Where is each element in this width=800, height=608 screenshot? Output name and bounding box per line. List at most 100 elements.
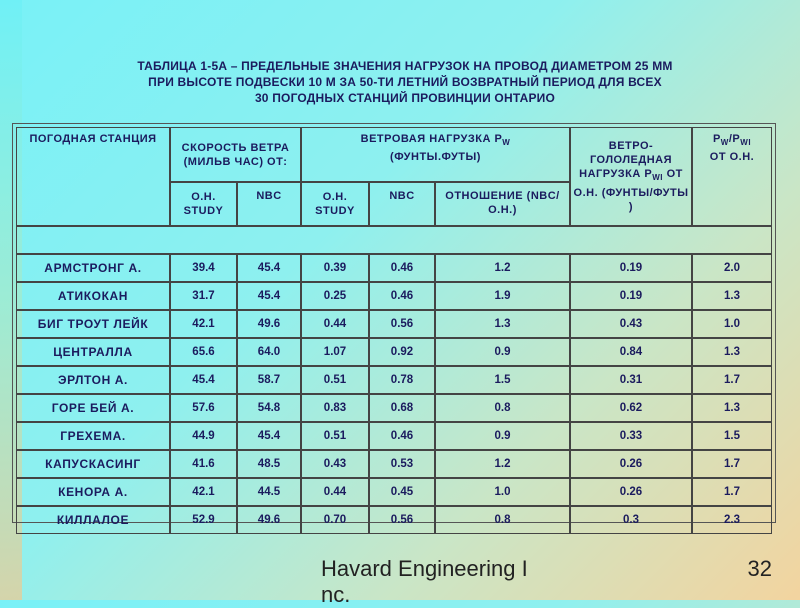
pw-pwi-cell: 1.3 xyxy=(692,282,772,310)
header-wl-nbc: NBC xyxy=(369,182,435,226)
ice-load-cell: 0.3 xyxy=(570,506,692,534)
pw-pwi-cell: 1.5 xyxy=(692,422,772,450)
header-wind-speed-label: СКОРОСТЬ ВЕТРА (МИЛЬВ ЧАС) ОТ: xyxy=(181,141,290,168)
ratio-cell: 0.8 xyxy=(435,506,570,534)
header-ice-load: ВЕТРО-ГОЛОЛЕДНАЯ НАГРУЗКА PWI ОТ О.Н. (Ф… xyxy=(570,127,692,226)
wind-load-nbc-cell: 0.46 xyxy=(369,422,435,450)
header-pwi-sub: WI xyxy=(740,138,752,148)
ice-load-cell: 0.19 xyxy=(570,254,692,282)
ice-load-cell: 0.26 xyxy=(570,478,692,506)
wind-speed-on-cell: 39.4 xyxy=(170,254,237,282)
wind-speed-nbc-cell: 44.5 xyxy=(237,478,301,506)
station-cell: ГОРЕ БЕЙ А. xyxy=(16,394,170,422)
pw-pwi-cell: 1.7 xyxy=(692,366,772,394)
wind-speed-on-cell: 42.1 xyxy=(170,478,237,506)
header-wind-load: ВЕТРОВАЯ НАГРУЗКА PW (ФУНТЫ.ФУТЫ) xyxy=(301,127,570,182)
station-cell: КИЛЛАЛОЕ xyxy=(16,506,170,534)
header-pw-sub: W xyxy=(720,138,729,148)
ice-load-cell: 0.62 xyxy=(570,394,692,422)
wind-speed-nbc-cell: 48.5 xyxy=(237,450,301,478)
wind-load-on-cell: 0.51 xyxy=(301,422,369,450)
table-row: ЦЕНТРАЛЛА 65.6 64.0 1.07 0.92 0.9 0.84 1.3 xyxy=(16,338,772,366)
header-wind-load-units: (ФУНТЫ.ФУТЫ) xyxy=(390,151,481,164)
station-cell: БИГ ТРОУТ ЛЕЙК xyxy=(16,310,170,338)
wind-speed-on-cell: 42.1 xyxy=(170,310,237,338)
wind-speed-nbc-cell: 45.4 xyxy=(237,282,301,310)
header-ratio-label: ОТНОШЕНИЕ (NBC/О.Н.) xyxy=(445,190,560,216)
table-row: БИГ ТРОУТ ЛЕЙК 42.1 49.6 0.44 0.56 1.3 0.43 1.0 xyxy=(16,310,772,338)
header-ws-nbc-label: NBC xyxy=(256,190,282,202)
header-pw-label: P xyxy=(712,133,721,145)
wind-load-on-cell: 0.43 xyxy=(301,450,369,478)
header-pw-pwi: PW/PWI ОТ О.Н. xyxy=(692,127,772,226)
ice-load-cell: 0.33 xyxy=(570,422,692,450)
header-wind-load-label: ВЕТРОВАЯ НАГРУЗКА P xyxy=(360,133,503,145)
wind-load-nbc-cell: 0.45 xyxy=(369,478,435,506)
wind-load-nbc-cell: 0.56 xyxy=(369,506,435,534)
station-cell: ЦЕНТРАЛЛА xyxy=(16,338,170,366)
pw-pwi-cell: 1.0 xyxy=(692,310,772,338)
wind-load-nbc-cell: 0.78 xyxy=(369,366,435,394)
footer-company-line1: Havard Engineering I xyxy=(321,556,528,581)
ice-load-cell: 0.26 xyxy=(570,450,692,478)
header-wl-nbc-label: NBC xyxy=(389,190,415,202)
table-row: АТИКОКАН 31.7 45.4 0.25 0.46 1.9 0.19 1.3 xyxy=(16,282,772,310)
wind-load-nbc-cell: 0.46 xyxy=(369,282,435,310)
pw-pwi-cell: 2.0 xyxy=(692,254,772,282)
wind-speed-nbc-cell: 49.6 xyxy=(237,506,301,534)
station-cell: ЭРЛТОН А. xyxy=(16,366,170,394)
wind-load-on-cell: 0.44 xyxy=(301,310,369,338)
header-separator-cell xyxy=(16,226,772,254)
header-ws-nbc: NBC xyxy=(237,182,301,226)
header-station-label: ПОГОДНАЯ СТАНЦИЯ xyxy=(29,133,157,145)
header-ws-on-study-label: О.Н. STUDY xyxy=(183,191,224,217)
ratio-cell: 1.0 xyxy=(435,478,570,506)
wind-load-on-cell: 0.39 xyxy=(301,254,369,282)
wind-speed-on-cell: 41.6 xyxy=(170,450,237,478)
wind-load-nbc-cell: 0.92 xyxy=(369,338,435,366)
table-row: ГОРЕ БЕЙ А. 57.6 54.8 0.83 0.68 0.8 0.62 1.3 xyxy=(16,394,772,422)
wind-speed-nbc-cell: 49.6 xyxy=(237,310,301,338)
wind-load-on-cell: 0.83 xyxy=(301,394,369,422)
station-cell: КАПУСКАСИНГ xyxy=(16,450,170,478)
ratio-cell: 1.9 xyxy=(435,282,570,310)
header-ice-load-sub: WI xyxy=(652,173,664,183)
ratio-cell: 0.9 xyxy=(435,422,570,450)
station-cell: АРМСТРОНГ А. xyxy=(16,254,170,282)
header-ice-load-units: ОТ О.Н. (ФУНТЫ/ФУТЫ ) xyxy=(573,168,689,213)
station-cell: АТИКОКАН xyxy=(16,282,170,310)
ice-load-cell: 0.19 xyxy=(570,282,692,310)
title-line-1: ТАБЛИЦА 1-5А – ПРЕДЕЛЬНЫЕ ЗНАЧЕНИЯ НАГРУ… xyxy=(137,59,673,73)
page-number: 32 xyxy=(747,556,772,581)
wind-speed-on-cell: 44.9 xyxy=(170,422,237,450)
ice-load-cell: 0.31 xyxy=(570,366,692,394)
wind-load-on-cell: 0.70 xyxy=(301,506,369,534)
wind-speed-nbc-cell: 54.8 xyxy=(237,394,301,422)
table-row: АРМСТРОНГ А. 39.4 45.4 0.39 0.46 1.2 0.19 2.0 xyxy=(16,254,772,282)
wind-speed-nbc-cell: 58.7 xyxy=(237,366,301,394)
ratio-cell: 1.2 xyxy=(435,254,570,282)
wind-load-nbc-cell: 0.68 xyxy=(369,394,435,422)
wind-speed-on-cell: 65.6 xyxy=(170,338,237,366)
footer-company: Havard Engineering I nc. xyxy=(321,556,528,607)
header-ice-load-label: ВЕТРО-ГОЛОЛЕДНАЯ НАГРУЗКА P xyxy=(579,140,673,181)
wind-speed-on-cell: 52.9 xyxy=(170,506,237,534)
header-ws-on-study: О.Н. STUDY xyxy=(170,182,237,226)
station-cell: ГРЕХЕМА. xyxy=(16,422,170,450)
wind-load-on-cell: 0.51 xyxy=(301,366,369,394)
pw-pwi-cell: 2.3 xyxy=(692,506,772,534)
wind-load-nbc-cell: 0.46 xyxy=(369,254,435,282)
ratio-cell: 0.9 xyxy=(435,338,570,366)
ratio-cell: 1.2 xyxy=(435,450,570,478)
table-row: КАПУСКАСИНГ 41.6 48.5 0.43 0.53 1.2 0.26 1.7 xyxy=(16,450,772,478)
header-wind-load-sub: W xyxy=(502,138,511,148)
station-cell: КЕНОРА А. xyxy=(16,478,170,506)
table-row: КИЛЛАЛОЕ 52.9 49.6 0.70 0.56 0.8 0.3 2.3 xyxy=(16,506,772,534)
title-line-2: ПРИ ВЫСОТЕ ПОДВЕСКИ 10 М ЗА 50-ТИ ЛЕТНИЙ… xyxy=(148,75,662,89)
wind-load-on-cell: 0.44 xyxy=(301,478,369,506)
ratio-cell: 0.8 xyxy=(435,394,570,422)
header-separator xyxy=(16,226,772,254)
header-wind-speed: СКОРОСТЬ ВЕТРА (МИЛЬВ ЧАС) ОТ: xyxy=(170,127,301,182)
title-line-3: 30 ПОГОДНЫХ СТАНЦИЙ ПРОВИНЦИИ ОНТАРИО xyxy=(254,91,556,105)
pw-pwi-cell: 1.7 xyxy=(692,478,772,506)
